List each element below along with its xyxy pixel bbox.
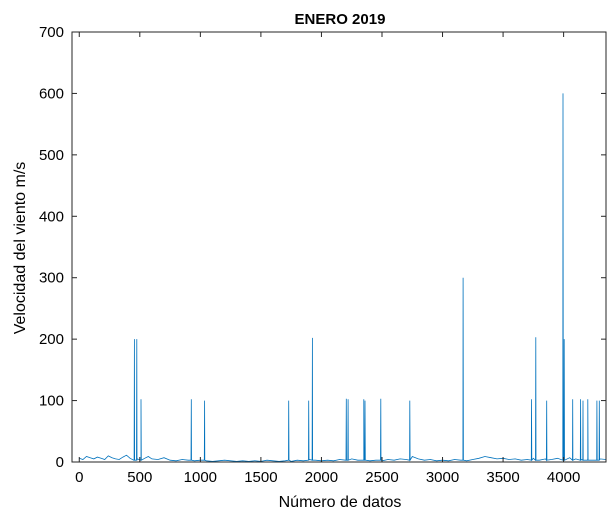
x-tick-label: 2000 bbox=[305, 469, 338, 486]
y-tick-label: 200 bbox=[39, 331, 64, 348]
chart-title: ENERO 2019 bbox=[295, 11, 386, 28]
y-tick-label: 300 bbox=[39, 270, 64, 287]
y-tick-label: 100 bbox=[39, 393, 64, 410]
x-tick-label: 500 bbox=[127, 469, 152, 486]
axes: 0 500 1000 1500 2000 2500 3000 3500 4000 0 100 200 3… bbox=[39, 24, 607, 486]
x-axis-label: Número de datos bbox=[279, 494, 402, 511]
y-tick-label: 500 bbox=[39, 147, 64, 164]
y-tick-label: 400 bbox=[39, 208, 64, 225]
y-tick-label: 700 bbox=[39, 24, 64, 41]
x-tick-label: 2500 bbox=[365, 469, 398, 486]
x-tick-label: 3500 bbox=[486, 469, 519, 486]
y-tick-label: 0 bbox=[56, 454, 64, 471]
x-tick-label: 0 bbox=[75, 469, 83, 486]
y-axis-label: Velocidad del viento m/s bbox=[12, 162, 29, 335]
y-tick-label: 600 bbox=[39, 85, 64, 102]
x-tick-label: 1500 bbox=[244, 469, 277, 486]
axes-box bbox=[71, 31, 607, 463]
x-tick-label: 4000 bbox=[547, 469, 580, 486]
x-tick-label: 3000 bbox=[426, 469, 459, 486]
x-tick-label: 1000 bbox=[184, 469, 217, 486]
